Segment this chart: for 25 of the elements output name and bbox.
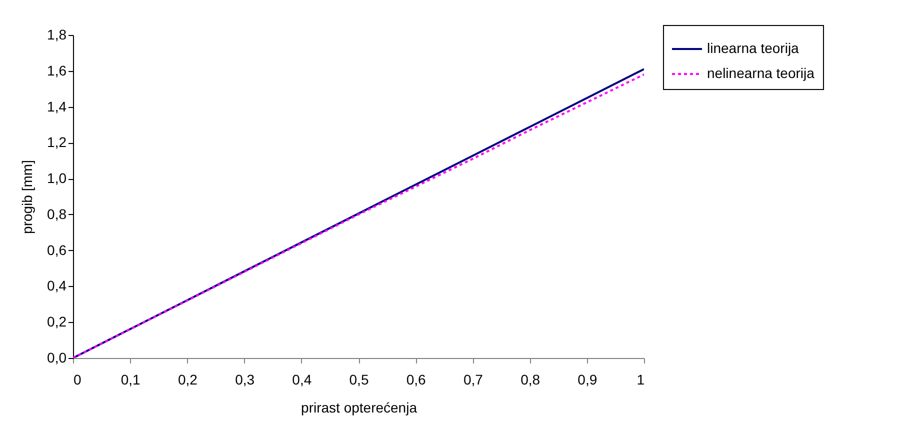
- y-tick-label: 1,6: [47, 62, 67, 78]
- x-tick-label: 0: [74, 372, 82, 388]
- y-axis-title: progib [mm]: [19, 160, 36, 234]
- y-tick-label: 0,0: [47, 350, 67, 366]
- x-tick-label: 0,7: [463, 372, 484, 388]
- y-tick-label: 1,0: [47, 170, 67, 186]
- x-tick-label: 0,5: [349, 372, 369, 388]
- x-tick-label: 0,8: [520, 372, 540, 388]
- x-tick-label: 0,9: [578, 372, 598, 388]
- legend-label: linearna teorija: [707, 40, 800, 56]
- y-tick-label: 0,8: [47, 206, 67, 222]
- y-tick-label: 0,6: [47, 242, 67, 258]
- x-tick-label: 1: [636, 372, 645, 388]
- y-tick-label: 0,4: [47, 278, 67, 294]
- x-tick-label: 0,1: [120, 372, 141, 388]
- y-tick-label: 0,2: [47, 314, 67, 330]
- x-axis-title: prirast opterećenja: [301, 400, 418, 416]
- y-tick-label: 1,2: [47, 134, 67, 150]
- y-tick-label: 1,4: [47, 98, 67, 114]
- x-tick-label: 0,2: [178, 372, 198, 388]
- y-tick-label: 1,8: [47, 26, 67, 42]
- x-tick-label: 0,3: [235, 372, 255, 388]
- legend-label: nelinearna teorija: [707, 65, 815, 81]
- x-tick-label: 0,4: [292, 372, 312, 388]
- x-tick-label: 0,6: [406, 372, 426, 388]
